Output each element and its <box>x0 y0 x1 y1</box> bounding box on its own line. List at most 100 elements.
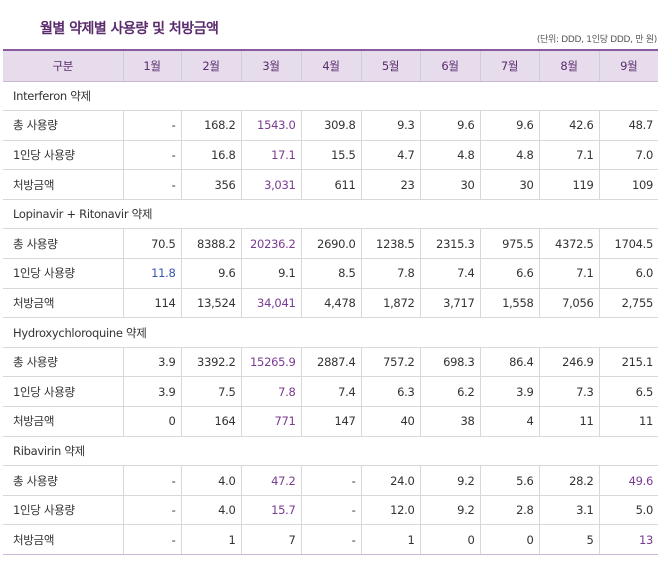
unit-note: (단위: DDD, 1인당 DDD, 만 원) <box>536 35 657 45</box>
value-cell: 7.1 <box>538 258 599 289</box>
value-cell: 48.7 <box>598 110 658 141</box>
value-cell: 1,872 <box>360 288 420 319</box>
header-month: 2월 <box>180 49 241 82</box>
value-cell: 9.6 <box>419 110 480 141</box>
value-cell: 7.8 <box>240 376 301 408</box>
header-month: 5월 <box>360 49 420 82</box>
value-cell: 12.0 <box>360 495 420 526</box>
value-cell: 40 <box>360 406 420 437</box>
value-cell: 7,056 <box>538 288 599 319</box>
section-row: Hydroxychloroquine 약제 <box>3 317 658 348</box>
value-cell: 13,524 <box>180 288 241 319</box>
header-month: 4월 <box>300 49 361 82</box>
value-cell: 6.3 <box>360 376 420 408</box>
value-cell: - <box>122 465 181 496</box>
value-cell: 2887.4 <box>300 347 361 378</box>
value-cell: - <box>300 495 361 526</box>
value-cell: 4 <box>479 406 539 437</box>
value-cell: 15.7 <box>240 495 301 526</box>
value-cell: 3.9 <box>122 376 181 408</box>
value-cell: 1238.5 <box>360 228 420 260</box>
value-cell: 3.1 <box>538 495 599 526</box>
row-label: 처방금액 <box>3 169 123 200</box>
value-cell: 9.6 <box>180 258 241 289</box>
table-row: 처방금액 114 13,524 34,041 4,478 1,872 3,717 1,558 7… <box>3 288 658 319</box>
value-cell: 42.6 <box>538 110 599 141</box>
row-label: 1인당 사용량 <box>3 495 123 526</box>
value-cell: 7.8 <box>360 258 420 289</box>
value-cell: 2690.0 <box>300 228 361 260</box>
value-cell: 1 <box>360 524 420 555</box>
value-cell: 38 <box>419 406 480 437</box>
section-name: Interferon 약제 <box>3 81 658 112</box>
value-cell: 6.5 <box>598 376 658 408</box>
value-cell: 3,717 <box>419 288 480 319</box>
value-cell: 34,041 <box>240 288 301 319</box>
row-label: 처방금액 <box>3 524 123 555</box>
value-cell: 7.5 <box>180 376 241 408</box>
value-cell: 5.0 <box>598 495 658 526</box>
value-cell: 47.2 <box>240 465 301 496</box>
header-month: 9월 <box>598 49 658 82</box>
value-cell: 28.2 <box>538 465 599 496</box>
value-cell: 611 <box>300 169 361 200</box>
value-cell: 3,031 <box>240 169 301 200</box>
value-cell: 975.5 <box>479 228 539 260</box>
value-cell: - <box>122 495 181 526</box>
header-month: 1월 <box>122 49 181 82</box>
header-month: 3월 <box>240 49 301 82</box>
value-cell: 4.7 <box>360 140 420 171</box>
row-label: 총 사용량 <box>3 347 123 378</box>
section-row: Ribavirin 약제 <box>3 436 658 467</box>
value-cell: 49.6 <box>598 465 658 496</box>
table-row: 1인당 사용량 3.9 7.5 7.8 7.4 6.3 6.2 3.9 7.3 6.5 <box>3 376 658 408</box>
section-name: Ribavirin 약제 <box>3 436 658 467</box>
value-cell: 147 <box>300 406 361 437</box>
value-cell: 8388.2 <box>180 228 241 260</box>
table-row: 처방금액 -356 3,031 611 23 30 30 119 109 <box>3 169 658 200</box>
value-cell: - <box>300 465 361 496</box>
header-month: 8월 <box>538 49 599 82</box>
value-cell: 15.5 <box>300 140 361 171</box>
value-cell: 0 <box>419 524 480 555</box>
row-label: 총 사용량 <box>3 228 123 260</box>
value-cell: 7.1 <box>538 140 599 171</box>
value-cell: 30 <box>479 169 539 200</box>
value-cell: 23 <box>360 169 420 200</box>
section-name: Lopinavir + Ritonavir 약제 <box>3 199 658 230</box>
value-cell: 698.3 <box>419 347 480 378</box>
value-cell: - <box>122 140 181 171</box>
value-cell: 2,755 <box>598 288 658 319</box>
value-cell: 356 <box>180 169 241 200</box>
value-cell: 9.2 <box>419 465 480 496</box>
value-cell: 1,558 <box>479 288 539 319</box>
value-cell: 70.5 <box>122 228 181 260</box>
value-cell: 15265.9 <box>240 347 301 378</box>
value-cell: 13 <box>598 524 658 555</box>
value-cell: 20236.2 <box>240 228 301 260</box>
row-label: 1인당 사용량 <box>3 140 123 171</box>
table-row: 총 사용량 -168.2 1543.0 309.8 9.3 9.6 9.6 42.6 48.7 <box>3 110 658 141</box>
table-row: 1인당 사용량 11.8 9.6 9.1 8.5 7.8 7.4 6.6 7.1 6.0 <box>3 258 658 289</box>
table-row: 1인당 사용량 -16.8 17.1 15.5 4.7 4.8 4.8 7.1 7.0 <box>3 140 658 171</box>
value-cell: 309.8 <box>300 110 361 141</box>
table-body: Interferon 약제 총 사용량 -168.2 1543.0 309.8 9.3 9.… <box>3 81 658 555</box>
table-row: 처방금액 -1 7-1 0 0 5 13 <box>3 524 658 555</box>
value-cell: 9.3 <box>360 110 420 141</box>
value-cell: 4.0 <box>180 495 241 526</box>
value-cell: 86.4 <box>479 347 539 378</box>
value-cell: 6.0 <box>598 258 658 289</box>
value-cell: 0 <box>479 524 539 555</box>
table-row: 처방금액 0 164 771 147 40 38 4 11 11 <box>3 406 658 437</box>
value-cell: 3.9 <box>479 376 539 408</box>
value-cell: 17.1 <box>240 140 301 171</box>
header-row: 구분 1월 2월 3월 4월 5월 6월 7월 8월 9월 <box>3 49 658 82</box>
value-cell: - <box>122 169 181 200</box>
value-cell: 3.9 <box>122 347 181 378</box>
value-cell: 11 <box>538 406 599 437</box>
value-cell: 4.8 <box>479 140 539 171</box>
value-cell: 8.5 <box>300 258 361 289</box>
row-label: 총 사용량 <box>3 465 123 496</box>
usage-table: 구분 1월 2월 3월 4월 5월 6월 7월 8월 9월 Interferon… <box>3 49 658 555</box>
